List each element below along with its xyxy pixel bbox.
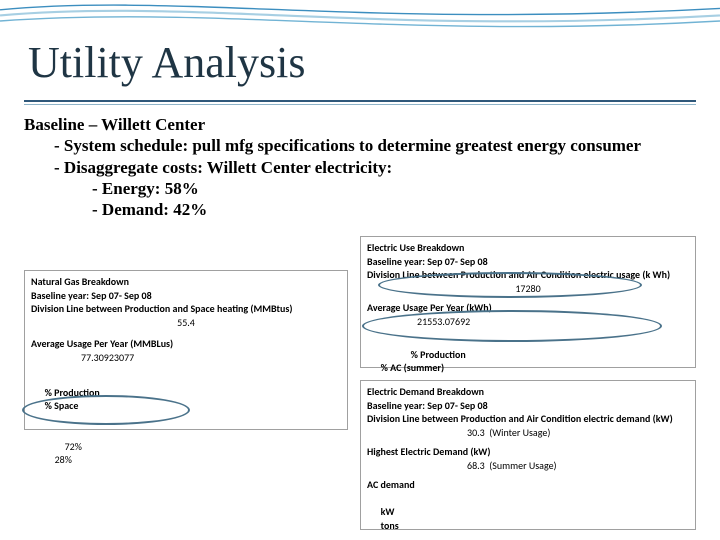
body-text: Baseline – Willett Center - System sched… bbox=[24, 114, 696, 220]
ed-ac-col2: tons bbox=[381, 519, 399, 532]
eu-avg-val: 21553.07692 bbox=[367, 315, 689, 329]
eu-pct-h1: % Production bbox=[381, 348, 531, 362]
slide-title: Utility Analysis bbox=[28, 40, 305, 86]
gas-heading: Natural Gas Breakdown bbox=[31, 275, 341, 289]
gas-pct-h1: % Production bbox=[45, 386, 135, 400]
body-line-2: - System schedule: pull mfg specificatio… bbox=[54, 135, 696, 156]
eu-pct-h2: % AC (summer) bbox=[381, 361, 445, 374]
ed-baseline: Baseline year: Sep 07- Sep 08 bbox=[367, 399, 689, 413]
gas-avg-label: Average Usage Per Year (MMBLus) bbox=[31, 337, 341, 351]
title-underline bbox=[24, 100, 696, 102]
eu-heading: Electric Use Breakdown bbox=[367, 241, 689, 255]
slide: { "title": "Utility Analysis", "body": {… bbox=[0, 0, 720, 540]
body-line-3: - Disaggregate costs: Willett Center ele… bbox=[54, 157, 696, 178]
eu-division-label: Division Line between Production and Air… bbox=[367, 268, 689, 282]
eu-avg-label: Average Usage Per Year (kWh) bbox=[367, 301, 689, 315]
ed-ac-label: AC demand bbox=[367, 478, 689, 492]
panel-natural-gas: Natural Gas Breakdown Baseline year: Sep… bbox=[24, 270, 348, 430]
gas-avg-val: 77.30923077 bbox=[31, 351, 341, 365]
panel-electric-use: Electric Use Breakdown Baseline year: Se… bbox=[360, 236, 696, 368]
gas-pct-h2: % Space bbox=[45, 399, 79, 412]
panel-electric-demand: Electric Demand Breakdown Baseline year:… bbox=[360, 380, 696, 530]
ed-division-label: Division Line between Production and Air… bbox=[367, 412, 689, 426]
ed-heading: Electric Demand Breakdown bbox=[367, 385, 689, 399]
body-line-4: - Energy: 58% bbox=[92, 178, 696, 199]
eu-division-val: 17280 bbox=[367, 282, 689, 296]
ed-highest-label: Highest Electric Demand (kW) bbox=[367, 445, 689, 459]
gas-division-label: Division Line between Production and Spa… bbox=[31, 302, 341, 316]
gas-pct-v1: 72% bbox=[45, 440, 155, 454]
eu-baseline: Baseline year: Sep 07- Sep 08 bbox=[367, 255, 689, 269]
gas-baseline: Baseline year: Sep 07- Sep 08 bbox=[31, 289, 341, 303]
ed-highest-val: 68.3 (Summer Usage) bbox=[367, 459, 689, 473]
ed-division-val: 30.3 (Winter Usage) bbox=[367, 426, 689, 440]
body-line-1: Baseline – Willett Center bbox=[24, 114, 696, 135]
gas-division-val: 55.4 bbox=[31, 316, 341, 330]
gas-pct-v2: 28% bbox=[45, 453, 72, 466]
header-swoosh bbox=[0, 0, 720, 42]
title-underline-thin bbox=[24, 104, 696, 105]
ed-ac-col1: kW bbox=[381, 505, 471, 519]
body-line-5: - Demand: 42% bbox=[92, 199, 696, 220]
